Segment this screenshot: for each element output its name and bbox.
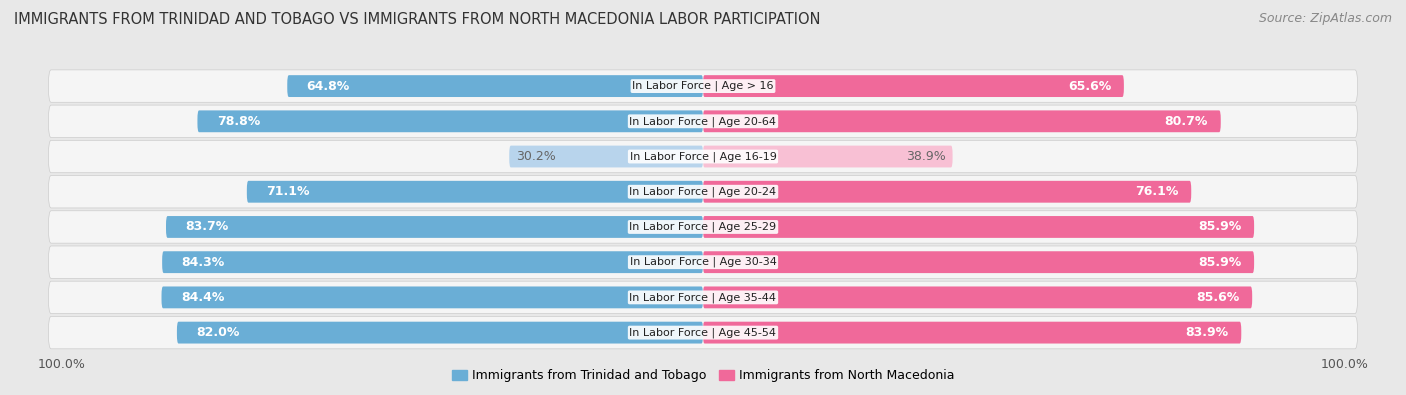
Text: 83.7%: 83.7% <box>186 220 229 233</box>
FancyBboxPatch shape <box>703 75 1123 97</box>
Text: 84.4%: 84.4% <box>181 291 224 304</box>
FancyBboxPatch shape <box>703 286 1253 308</box>
Text: In Labor Force | Age 30-34: In Labor Force | Age 30-34 <box>630 257 776 267</box>
Text: 76.1%: 76.1% <box>1135 185 1178 198</box>
Legend: Immigrants from Trinidad and Tobago, Immigrants from North Macedonia: Immigrants from Trinidad and Tobago, Imm… <box>447 364 959 387</box>
FancyBboxPatch shape <box>287 75 703 97</box>
FancyBboxPatch shape <box>703 110 1220 132</box>
Text: 84.3%: 84.3% <box>181 256 225 269</box>
FancyBboxPatch shape <box>48 281 1358 314</box>
Text: In Labor Force | Age 16-19: In Labor Force | Age 16-19 <box>630 151 776 162</box>
FancyBboxPatch shape <box>509 146 703 167</box>
Text: In Labor Force | Age 35-44: In Labor Force | Age 35-44 <box>630 292 776 303</box>
FancyBboxPatch shape <box>703 216 1254 238</box>
Text: 78.8%: 78.8% <box>217 115 260 128</box>
FancyBboxPatch shape <box>197 110 703 132</box>
Text: 80.7%: 80.7% <box>1164 115 1208 128</box>
Text: IMMIGRANTS FROM TRINIDAD AND TOBAGO VS IMMIGRANTS FROM NORTH MACEDONIA LABOR PAR: IMMIGRANTS FROM TRINIDAD AND TOBAGO VS I… <box>14 12 821 27</box>
FancyBboxPatch shape <box>703 146 953 167</box>
FancyBboxPatch shape <box>48 316 1358 349</box>
FancyBboxPatch shape <box>703 322 1241 344</box>
FancyBboxPatch shape <box>48 246 1358 278</box>
Text: 64.8%: 64.8% <box>307 79 350 92</box>
Text: 71.1%: 71.1% <box>266 185 309 198</box>
Text: 85.9%: 85.9% <box>1198 256 1241 269</box>
Text: Source: ZipAtlas.com: Source: ZipAtlas.com <box>1258 12 1392 25</box>
Text: 85.9%: 85.9% <box>1198 220 1241 233</box>
Text: 38.9%: 38.9% <box>907 150 946 163</box>
Text: In Labor Force | Age 20-24: In Labor Force | Age 20-24 <box>630 186 776 197</box>
FancyBboxPatch shape <box>48 70 1358 102</box>
FancyBboxPatch shape <box>177 322 703 344</box>
Text: 65.6%: 65.6% <box>1067 79 1111 92</box>
Text: In Labor Force | Age 20-64: In Labor Force | Age 20-64 <box>630 116 776 126</box>
FancyBboxPatch shape <box>48 140 1358 173</box>
Text: In Labor Force | Age 25-29: In Labor Force | Age 25-29 <box>630 222 776 232</box>
FancyBboxPatch shape <box>48 175 1358 208</box>
FancyBboxPatch shape <box>162 251 703 273</box>
FancyBboxPatch shape <box>48 105 1358 137</box>
Text: 30.2%: 30.2% <box>516 150 555 163</box>
Text: In Labor Force | Age 45-54: In Labor Force | Age 45-54 <box>630 327 776 338</box>
FancyBboxPatch shape <box>166 216 703 238</box>
Text: 85.6%: 85.6% <box>1197 291 1239 304</box>
Text: 83.9%: 83.9% <box>1185 326 1229 339</box>
Text: 82.0%: 82.0% <box>197 326 239 339</box>
FancyBboxPatch shape <box>703 181 1191 203</box>
FancyBboxPatch shape <box>162 286 703 308</box>
Text: In Labor Force | Age > 16: In Labor Force | Age > 16 <box>633 81 773 91</box>
FancyBboxPatch shape <box>703 251 1254 273</box>
FancyBboxPatch shape <box>48 211 1358 243</box>
FancyBboxPatch shape <box>247 181 703 203</box>
